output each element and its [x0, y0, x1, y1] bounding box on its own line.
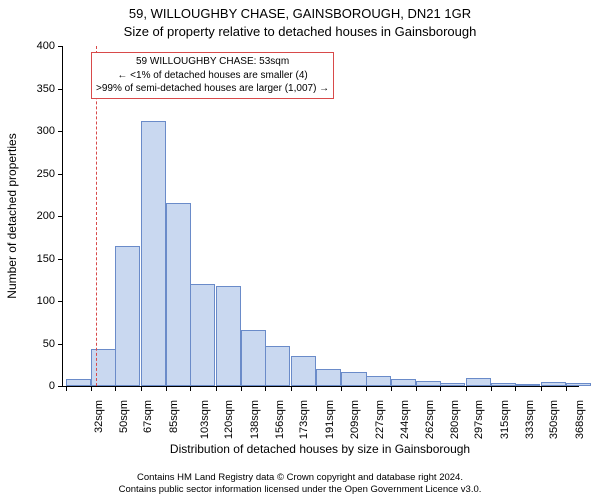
x-tick-mark [515, 386, 516, 391]
x-tick-label: 297sqm [474, 400, 486, 439]
x-tick-mark [391, 386, 392, 391]
x-tick-label: 50sqm [118, 400, 130, 433]
x-tick-mark [141, 386, 142, 391]
x-tick-mark [241, 386, 242, 391]
histogram-bar [166, 203, 191, 386]
x-tick-label: 262sqm [424, 400, 436, 439]
histogram-bar [440, 383, 465, 386]
histogram-bar [366, 376, 391, 386]
histogram-bar [241, 330, 266, 386]
histogram-bar [391, 379, 416, 386]
annotation-box: 59 WILLOUGHBY CHASE: 53sqm← <1% of detac… [91, 52, 334, 99]
histogram-bar [216, 286, 241, 386]
figure: 59, WILLOUGHBY CHASE, GAINSBOROUGH, DN21… [0, 0, 600, 500]
x-tick-mark [466, 386, 467, 391]
x-tick-label: 120sqm [223, 400, 235, 439]
chart-title-line2: Size of property relative to detached ho… [0, 24, 600, 39]
y-tick-label: 200 [37, 210, 63, 222]
y-tick-label: 100 [37, 295, 63, 307]
x-tick-label: 350sqm [549, 400, 561, 439]
x-tick-mark [66, 386, 67, 391]
x-tick-label: 138sqm [249, 400, 261, 439]
histogram-bar [416, 381, 441, 386]
x-tick-mark [341, 386, 342, 391]
x-tick-mark [265, 386, 266, 391]
annotation-line: >99% of semi-detached houses are larger … [96, 82, 329, 96]
x-tick-label: 315sqm [499, 400, 511, 439]
histogram-bar [190, 284, 215, 386]
x-tick-mark [366, 386, 367, 391]
annotation-line: ← <1% of detached houses are smaller (4) [96, 69, 329, 83]
x-tick-label: 32sqm [93, 400, 105, 433]
histogram-bar [491, 383, 516, 386]
x-tick-label: 209sqm [349, 400, 361, 439]
y-tick-label: 400 [37, 40, 63, 52]
plot-area: 05010015020025030035040032sqm50sqm67sqm8… [62, 46, 579, 387]
x-axis-label: Distribution of detached houses by size … [62, 442, 578, 456]
x-tick-mark [491, 386, 492, 391]
footer-line1: Contains HM Land Registry data © Crown c… [0, 472, 600, 484]
y-axis-label: Number of detached properties [5, 133, 19, 298]
footer-line2: Contains public sector information licen… [0, 484, 600, 496]
x-tick-label: 103sqm [199, 400, 211, 439]
histogram-bar [316, 369, 341, 386]
x-tick-label: 368sqm [574, 400, 586, 439]
annotation-line: 59 WILLOUGHBY CHASE: 53sqm [96, 55, 329, 69]
x-tick-mark [541, 386, 542, 391]
histogram-bar [541, 382, 566, 386]
x-tick-label: 227sqm [375, 400, 387, 439]
x-tick-label: 280sqm [450, 400, 462, 439]
histogram-bar [141, 121, 166, 386]
x-tick-mark [566, 386, 567, 391]
x-tick-mark [291, 386, 292, 391]
x-tick-mark [216, 386, 217, 391]
x-tick-label: 333sqm [524, 400, 536, 439]
y-tick-label: 150 [37, 253, 63, 265]
x-tick-mark [316, 386, 317, 391]
y-tick-label: 300 [37, 125, 63, 137]
x-tick-mark [440, 386, 441, 391]
x-tick-label: 173sqm [298, 400, 310, 439]
x-tick-mark [190, 386, 191, 391]
x-tick-label: 191sqm [324, 400, 336, 439]
histogram-bar [566, 383, 591, 386]
x-tick-label: 244sqm [399, 400, 411, 439]
histogram-bar [265, 346, 290, 386]
x-tick-label: 156sqm [274, 400, 286, 439]
y-tick-label: 250 [37, 168, 63, 180]
chart-title-line1: 59, WILLOUGHBY CHASE, GAINSBOROUGH, DN21… [0, 6, 600, 21]
histogram-bar [466, 378, 491, 387]
histogram-bar [66, 379, 91, 386]
y-tick-label: 0 [49, 380, 63, 392]
histogram-bar [115, 246, 140, 386]
histogram-bar [515, 384, 540, 386]
x-tick-label: 67sqm [142, 400, 154, 433]
x-tick-mark [91, 386, 92, 391]
x-tick-label: 85sqm [168, 400, 180, 433]
histogram-bar [341, 372, 366, 386]
x-tick-mark [416, 386, 417, 391]
x-tick-mark [115, 386, 116, 391]
y-tick-label: 50 [43, 338, 63, 350]
x-tick-mark [166, 386, 167, 391]
y-tick-label: 350 [37, 83, 63, 95]
histogram-bar [291, 356, 316, 386]
